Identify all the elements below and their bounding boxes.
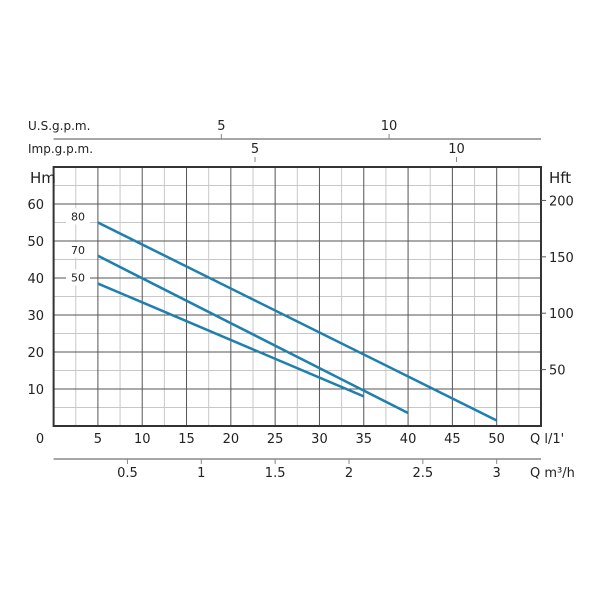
top-axis-label: Imp.g.p.m. bbox=[28, 142, 93, 156]
y-tick-label: 20 bbox=[27, 346, 44, 361]
y-axis-label-right: Hft bbox=[549, 169, 571, 187]
curve-70 bbox=[97, 254, 409, 415]
x-tick-label: 25 bbox=[267, 432, 284, 447]
curve-label-80: 80 bbox=[71, 211, 85, 224]
curve-80 bbox=[97, 221, 498, 422]
right-tick-label: 150 bbox=[549, 251, 574, 266]
x-tick-label: 5 bbox=[94, 432, 102, 447]
x-tick-label: 10 bbox=[134, 432, 151, 447]
secondary-x-tick-label: 2.5 bbox=[412, 466, 433, 481]
top-axis-tick-label: 5 bbox=[251, 142, 259, 157]
curve-label-50: 50 bbox=[71, 272, 85, 285]
secondary-x-axis-label: Q m³/h bbox=[530, 466, 575, 481]
right-tick-label: 100 bbox=[549, 307, 574, 322]
curve-label-bg bbox=[66, 269, 90, 286]
x-axis-label: Q l/1' bbox=[530, 432, 564, 447]
curve-50 bbox=[97, 282, 365, 398]
secondary-x-tick-label: 1.5 bbox=[265, 466, 286, 481]
x-tick-label: 40 bbox=[400, 432, 417, 447]
secondary-x-tick-label: 3 bbox=[493, 466, 501, 481]
plot-frame bbox=[52, 166, 542, 427]
x-tick-label: 30 bbox=[311, 432, 328, 447]
y-axis-label-left: Hm bbox=[30, 169, 56, 187]
secondary-x-tick-label: 1 bbox=[197, 466, 205, 481]
y-tick-label: 10 bbox=[27, 383, 44, 398]
secondary-x-tick-label: 2 bbox=[345, 466, 353, 481]
x-tick-label: 35 bbox=[355, 432, 372, 447]
x-tick-label: 0 bbox=[36, 432, 44, 447]
x-tick-label: 50 bbox=[488, 432, 505, 447]
right-tick-label: 200 bbox=[549, 194, 574, 209]
top-axis-tick-label: 10 bbox=[381, 119, 398, 134]
right-tick-label: 50 bbox=[549, 364, 566, 379]
top-axis-tick-label: 10 bbox=[448, 142, 465, 157]
x-tick-label: 15 bbox=[178, 432, 195, 447]
x-tick-label: 45 bbox=[444, 432, 461, 447]
y-tick-label: 60 bbox=[27, 198, 44, 213]
top-axis-label: U.S.g.p.m. bbox=[28, 119, 90, 133]
y-tick-label: 30 bbox=[27, 309, 44, 324]
top-axis-tick-label: 5 bbox=[217, 119, 225, 134]
curve-label-bg bbox=[66, 241, 90, 258]
x-tick-label: 20 bbox=[223, 432, 240, 447]
y-tick-label: 50 bbox=[27, 235, 44, 250]
curve-label-70: 70 bbox=[71, 244, 85, 257]
curve-label-bg bbox=[66, 208, 90, 225]
secondary-x-tick-label: 0.5 bbox=[117, 466, 138, 481]
y-tick-label: 40 bbox=[27, 272, 44, 287]
